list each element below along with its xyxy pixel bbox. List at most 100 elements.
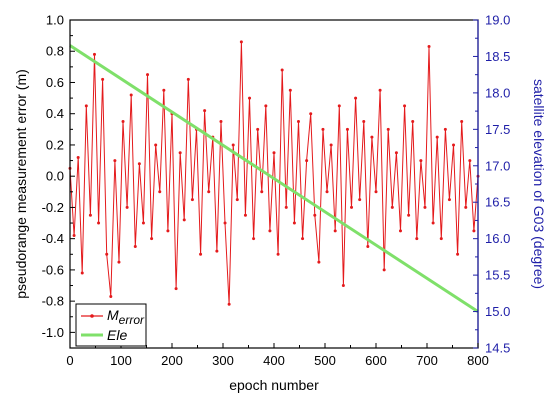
- y-right-tick-label: 15.0: [485, 304, 510, 319]
- y-right-tick-label: 18.0: [485, 85, 510, 100]
- data-point: [284, 205, 288, 209]
- y-right-tick-label: 16.5: [485, 195, 510, 210]
- y-left-tick-label: -0.6: [42, 262, 64, 277]
- data-point: [207, 190, 211, 194]
- legend-label-ele: Ele: [107, 327, 127, 343]
- data-point: [292, 221, 296, 225]
- data-point: [223, 221, 227, 225]
- data-point: [260, 190, 264, 194]
- data-point: [394, 151, 398, 155]
- left-y-axis-label: pseudorange measurement error (m): [13, 69, 29, 299]
- data-point: [88, 213, 92, 217]
- data-point: [345, 127, 349, 131]
- data-point: [178, 151, 182, 155]
- y-left-tick-label: -1.0: [42, 325, 64, 340]
- data-point: [301, 237, 305, 241]
- x-tick-label: 600: [365, 353, 387, 368]
- data-point: [182, 218, 186, 222]
- y-right-tick-label: 17.5: [485, 122, 510, 137]
- legend: Merror Ele: [75, 303, 147, 347]
- data-point: [280, 68, 284, 72]
- data-point: [337, 104, 341, 108]
- data-point: [186, 77, 190, 81]
- y-left-tick-label: 1.0: [46, 13, 64, 28]
- data-point: [382, 268, 386, 272]
- y-left-tick-label: -0.8: [42, 294, 64, 309]
- data-point: [125, 205, 129, 209]
- data-point: [97, 221, 101, 225]
- data-point: [231, 143, 235, 147]
- data-point: [227, 302, 231, 306]
- legend-marker-merror: [90, 314, 94, 318]
- data-point: [309, 112, 313, 116]
- data-point: [158, 190, 162, 194]
- legend-label-sub: error: [119, 313, 145, 327]
- right-y-axis-label: satellite elevation of G03 (degree): [531, 79, 547, 289]
- data-point: [272, 151, 276, 155]
- data-point: [398, 229, 402, 233]
- data-point: [325, 190, 329, 194]
- data-point: [374, 190, 378, 194]
- data-point: [358, 198, 362, 202]
- data-point: [443, 127, 447, 131]
- y-left-tick-label: 0.8: [46, 44, 64, 59]
- data-point: [329, 143, 333, 147]
- data-point: [146, 73, 150, 77]
- data-point: [378, 88, 382, 92]
- y-right-tick-label: 17.0: [485, 158, 510, 173]
- data-point: [101, 77, 105, 81]
- data-point: [423, 205, 427, 209]
- data-point: [472, 229, 476, 233]
- data-point: [427, 45, 431, 49]
- data-point: [313, 213, 317, 217]
- data-point: [350, 205, 354, 209]
- data-point: [447, 198, 451, 202]
- data-point: [333, 229, 337, 233]
- y-right-tick-label: 15.5: [485, 268, 510, 283]
- data-point: [305, 159, 309, 163]
- x-tick-label: 500: [314, 353, 336, 368]
- legend-label-main: M: [107, 307, 119, 323]
- data-point: [341, 284, 345, 288]
- data-point: [460, 120, 464, 124]
- y-right-tick-label: 19.0: [485, 13, 510, 28]
- data-point: [150, 237, 154, 241]
- data-point: [435, 135, 439, 139]
- data-point: [321, 127, 325, 131]
- data-point: [215, 249, 219, 253]
- data-point: [403, 104, 407, 108]
- data-point: [239, 40, 243, 44]
- series-line-ele: [69, 44, 479, 313]
- data-point: [288, 88, 292, 92]
- data-point: [76, 155, 80, 159]
- y-left-tick-label: 0.0: [46, 169, 64, 184]
- plot-frame: [69, 19, 479, 349]
- data-point: [243, 213, 247, 217]
- data-point: [141, 221, 145, 225]
- data-point: [407, 213, 411, 217]
- legend-box: [75, 303, 147, 347]
- data-point: [390, 205, 394, 209]
- x-tick-label: 200: [161, 353, 183, 368]
- x-axis-label: epoch number: [229, 377, 319, 393]
- y-left-tick-label: -0.4: [42, 231, 64, 246]
- data-point: [154, 143, 158, 147]
- data-point: [105, 252, 109, 256]
- x-tick-label: 0: [66, 353, 73, 368]
- y-right-tick-label: 16.0: [485, 231, 510, 246]
- data-point: [268, 229, 272, 233]
- data-point: [386, 127, 390, 131]
- data-point: [129, 93, 133, 97]
- y-left-tick-label: -0.2: [42, 200, 64, 215]
- data-point: [166, 229, 170, 233]
- data-point: [203, 109, 207, 113]
- data-point: [354, 96, 358, 100]
- data-point: [256, 127, 260, 131]
- series-line-merror: [69, 41, 479, 305]
- data-point: [162, 88, 166, 92]
- data-point: [362, 120, 366, 124]
- data-point: [109, 294, 113, 298]
- y-right-tick-label: 14.5: [485, 341, 510, 356]
- data-point: [190, 198, 194, 202]
- y-right-tick-label: 18.5: [485, 49, 510, 64]
